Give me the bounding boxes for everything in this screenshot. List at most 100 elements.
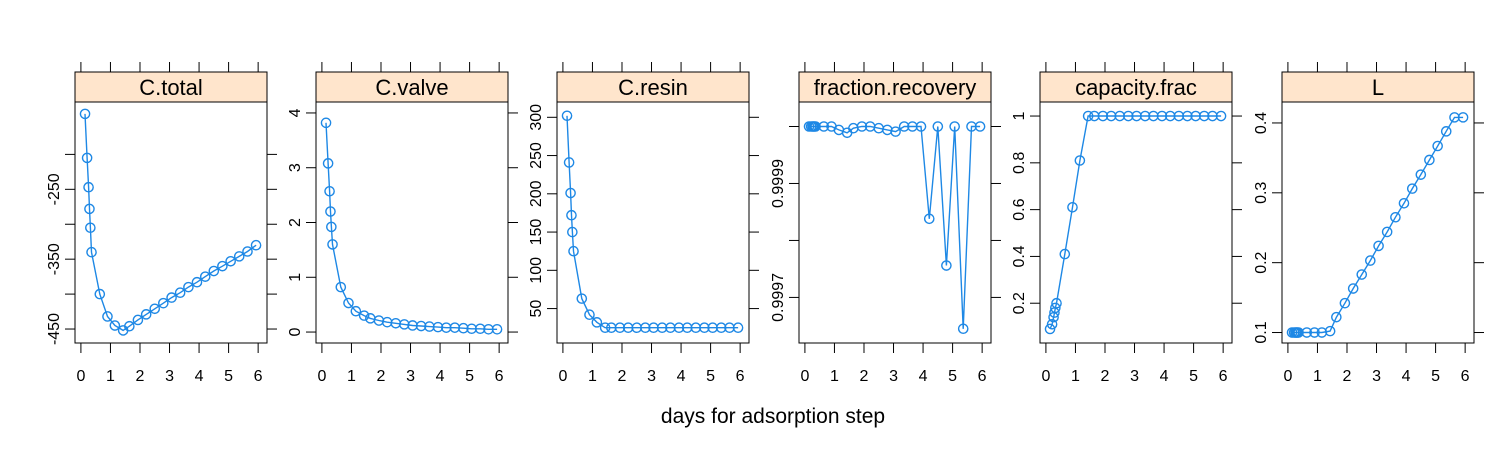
data-point <box>458 322 469 334</box>
data-point <box>415 320 427 332</box>
data-point <box>217 260 228 272</box>
data-point <box>343 297 354 309</box>
data-point <box>242 246 253 257</box>
data-point <box>102 311 113 322</box>
strip-label: C.resin <box>618 75 688 100</box>
data-point <box>1356 269 1368 280</box>
x-tick-label: 6 <box>1219 368 1228 385</box>
data-point <box>324 185 335 197</box>
x-tick-label: 6 <box>1461 368 1470 385</box>
data-point <box>1424 154 1435 166</box>
data-point <box>565 187 576 199</box>
y-tick-label: 250 <box>528 142 545 169</box>
data-point <box>233 251 245 262</box>
data-point <box>1373 240 1384 252</box>
x-tick-label: 5 <box>706 368 715 385</box>
x-tick-label: 2 <box>860 368 869 385</box>
x-tick-label: 3 <box>1372 368 1381 385</box>
data-point <box>699 322 710 333</box>
strip-label: fraction.recovery <box>814 75 977 100</box>
y-tick-label: 3 <box>287 163 304 172</box>
x-tick-label: 4 <box>195 368 204 385</box>
x-tick-label: 1 <box>588 368 597 385</box>
x-tick-label: 0 <box>800 368 809 385</box>
data-point <box>399 319 410 330</box>
data-point <box>250 239 262 251</box>
data-point <box>1440 126 1452 137</box>
x-tick-label: 2 <box>1343 368 1352 385</box>
panel-C-resin: C.resin 0 1 2 3 4 5 6 50 100 150 200 250 300 <box>528 62 759 385</box>
panel-frame <box>315 71 509 344</box>
data-point <box>83 181 94 193</box>
x-tick-label: 2 <box>1101 368 1110 385</box>
data-point <box>208 265 220 277</box>
strip-background <box>74 71 268 103</box>
y-tick-label: 0.1 <box>1253 321 1270 343</box>
x-tick-label: 5 <box>948 368 957 385</box>
y-tick-label: 0.9999 <box>770 159 787 208</box>
x-tick-label: 6 <box>978 368 987 385</box>
data-point <box>225 255 236 267</box>
data-point <box>1182 110 1193 122</box>
y-tick-label: 0.2 <box>1011 292 1028 314</box>
data-point <box>166 292 177 303</box>
data-point <box>915 121 927 132</box>
data-point <box>322 158 334 169</box>
data-point <box>1339 297 1351 309</box>
data-point <box>191 276 203 288</box>
series-line <box>325 122 498 330</box>
data-point <box>109 320 121 331</box>
data-point <box>591 317 603 328</box>
y-tick-label: -250 <box>46 173 63 205</box>
data-point <box>1381 226 1393 238</box>
data-point <box>84 203 95 215</box>
data-point <box>1082 110 1094 122</box>
x-tick-label: 6 <box>736 368 745 385</box>
data-point <box>1415 169 1427 180</box>
x-tick-label: 5 <box>465 368 474 385</box>
data-point <box>491 324 503 335</box>
data-point <box>568 245 579 257</box>
y-tick-label: 50 <box>528 300 545 318</box>
y-tick-label: 1 <box>1011 111 1028 120</box>
data-point <box>86 246 97 258</box>
data-point <box>325 206 336 217</box>
panel-frame <box>1039 71 1233 344</box>
data-point <box>1309 327 1320 338</box>
data-point <box>890 126 901 137</box>
panel-capacity-frac: capacity.frac 0 1 2 3 4 5 6 0.2 0.4 0.6 0.8 1 <box>1011 62 1242 385</box>
data-point <box>1347 283 1359 294</box>
y-tick-label: 1 <box>287 273 304 282</box>
data-point <box>640 322 651 333</box>
x-tick-label: 0 <box>558 368 567 385</box>
x-tick-label: 3 <box>647 368 656 385</box>
y-tick-label: 0 <box>287 327 304 336</box>
panel-fraction-recovery: fraction.recovery 0 1 2 3 4 5 6 0.9997 0.9999 <box>770 62 1001 385</box>
x-tick-label: 4 <box>436 368 445 385</box>
x-tick-label: 1 <box>830 368 839 385</box>
data-point <box>1457 112 1469 123</box>
data-point <box>715 322 727 333</box>
data-point <box>199 271 211 282</box>
data-point <box>1390 211 1401 223</box>
series-line <box>84 113 257 332</box>
data-point <box>1059 248 1071 260</box>
data-point <box>183 281 194 293</box>
x-tick-label: 4 <box>1402 368 1411 385</box>
y-tick-label: 100 <box>528 257 545 284</box>
data-point <box>1316 327 1328 338</box>
strip-background <box>556 71 750 103</box>
x-tick-label: 4 <box>1160 368 1169 385</box>
data-point <box>1432 140 1443 152</box>
panel-C-total: C.total 0 1 2 3 4 5 6 -250 -350 -450 <box>46 62 277 385</box>
x-tick-label: 6 <box>495 368 504 385</box>
x-tick-label: 0 <box>1041 368 1050 385</box>
data-point <box>576 293 588 304</box>
y-tick-label: 4 <box>287 108 304 117</box>
data-point <box>732 322 744 333</box>
data-point <box>1050 302 1061 314</box>
x-tick-label: 5 <box>1189 368 1198 385</box>
data-point <box>614 322 626 333</box>
data-point <box>174 287 186 299</box>
x-tick-label: 1 <box>347 368 356 385</box>
